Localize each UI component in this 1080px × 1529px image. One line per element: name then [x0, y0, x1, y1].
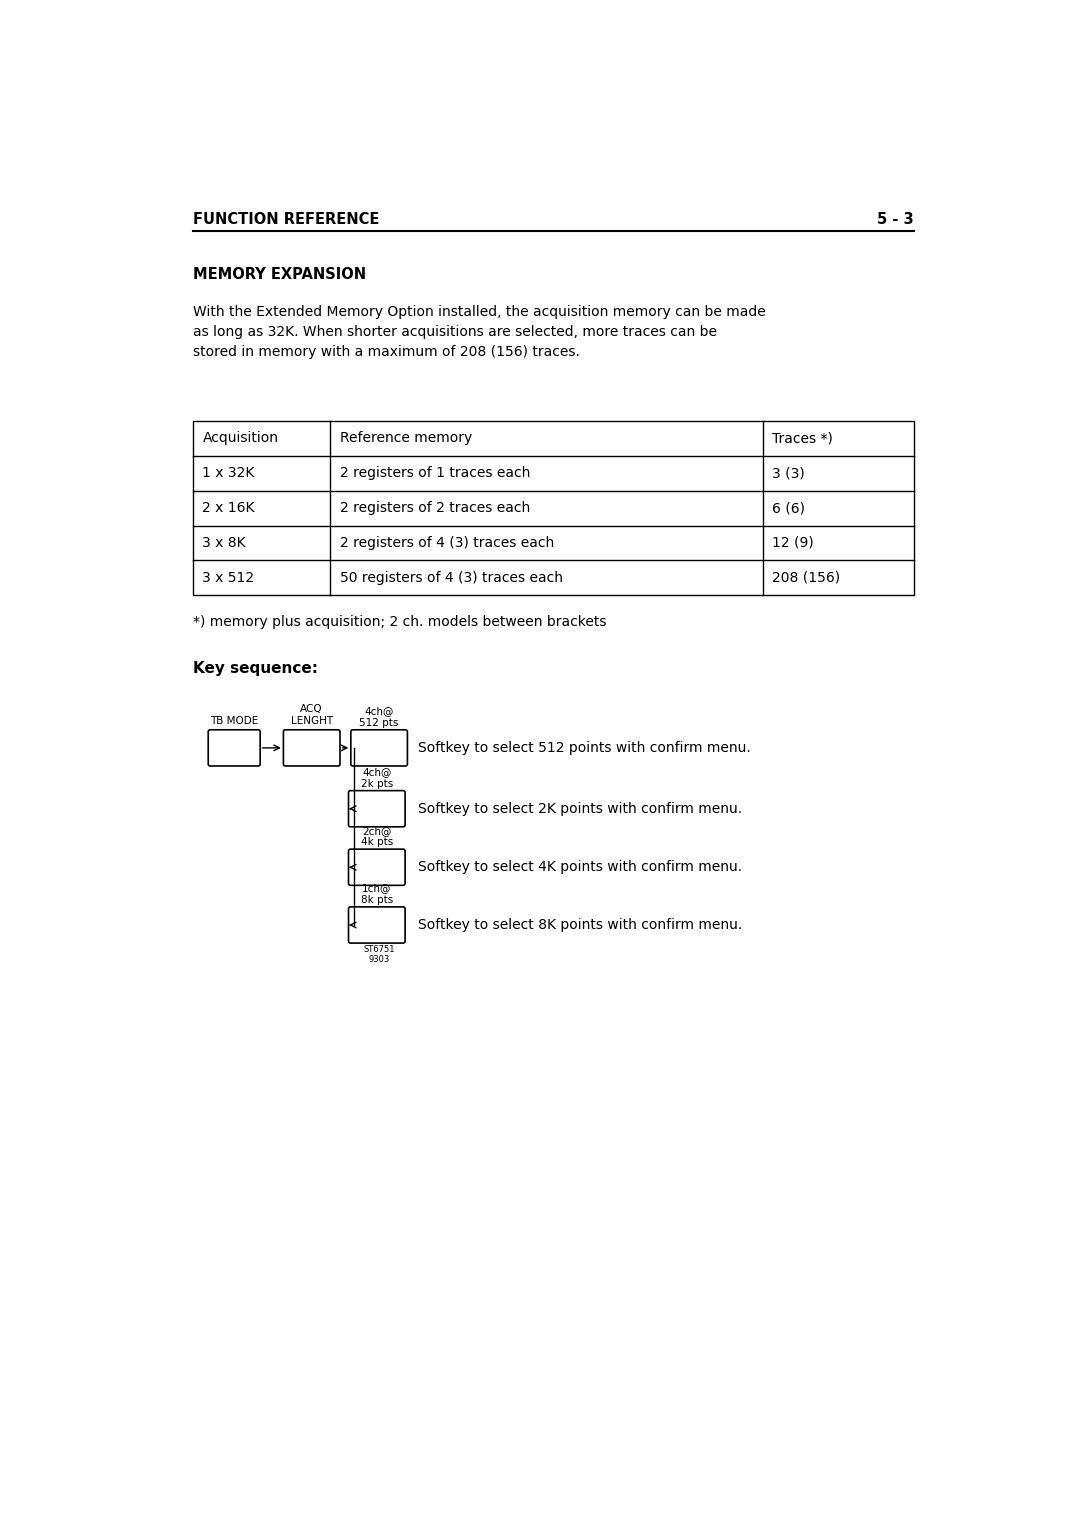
Text: 2 registers of 2 traces each: 2 registers of 2 traces each	[339, 502, 530, 515]
FancyBboxPatch shape	[283, 729, 340, 766]
Text: 3 (3): 3 (3)	[772, 466, 805, 480]
Text: 12 (9): 12 (9)	[772, 537, 814, 550]
FancyBboxPatch shape	[351, 729, 407, 766]
Text: 4ch@
512 pts: 4ch@ 512 pts	[360, 706, 399, 728]
Text: 1 x 32K: 1 x 32K	[202, 466, 255, 480]
Text: 5 - 3: 5 - 3	[877, 213, 914, 228]
Text: 4ch@
2k pts: 4ch@ 2k pts	[361, 768, 393, 789]
Text: 2 registers of 4 (3) traces each: 2 registers of 4 (3) traces each	[339, 537, 554, 550]
Text: MEMORY EXPANSION: MEMORY EXPANSION	[193, 266, 366, 281]
FancyBboxPatch shape	[349, 790, 405, 827]
Text: TB MODE: TB MODE	[211, 716, 258, 726]
FancyBboxPatch shape	[349, 849, 405, 885]
Text: 1ch@
8k pts: 1ch@ 8k pts	[361, 884, 393, 905]
Text: Reference memory: Reference memory	[339, 431, 472, 445]
Text: Traces *): Traces *)	[772, 431, 833, 445]
Bar	[193, 420, 914, 595]
Text: 2ch@
4k pts: 2ch@ 4k pts	[361, 826, 393, 847]
Text: 208 (156): 208 (156)	[772, 570, 840, 586]
FancyBboxPatch shape	[349, 907, 405, 943]
Text: *) memory plus acquisition; 2 ch. models between brackets: *) memory plus acquisition; 2 ch. models…	[193, 615, 607, 628]
Text: FUNCTION REFERENCE: FUNCTION REFERENCE	[193, 213, 379, 228]
Text: Softkey to select 4K points with confirm menu.: Softkey to select 4K points with confirm…	[418, 861, 742, 875]
Text: With the Extended Memory Option installed, the acquisition memory can be made
as: With the Extended Memory Option installe…	[193, 306, 766, 359]
Text: 2 x 16K: 2 x 16K	[202, 502, 255, 515]
Text: Softkey to select 512 points with confirm menu.: Softkey to select 512 points with confir…	[418, 742, 751, 755]
Text: 50 registers of 4 (3) traces each: 50 registers of 4 (3) traces each	[339, 570, 563, 586]
FancyBboxPatch shape	[208, 729, 260, 766]
Text: 6 (6): 6 (6)	[772, 502, 805, 515]
Text: 2 registers of 1 traces each: 2 registers of 1 traces each	[339, 466, 530, 480]
Text: 3 x 8K: 3 x 8K	[202, 537, 246, 550]
Text: Softkey to select 8K points with confirm menu.: Softkey to select 8K points with confirm…	[418, 917, 742, 933]
Text: Acquisition: Acquisition	[202, 431, 279, 445]
Text: Key sequence:: Key sequence:	[193, 661, 319, 676]
Text: ST6751
9303: ST6751 9303	[363, 945, 395, 965]
Text: ACQ
LENGHT: ACQ LENGHT	[291, 703, 333, 726]
Text: 3 x 512: 3 x 512	[202, 570, 255, 586]
Text: Softkey to select 2K points with confirm menu.: Softkey to select 2K points with confirm…	[418, 801, 742, 815]
